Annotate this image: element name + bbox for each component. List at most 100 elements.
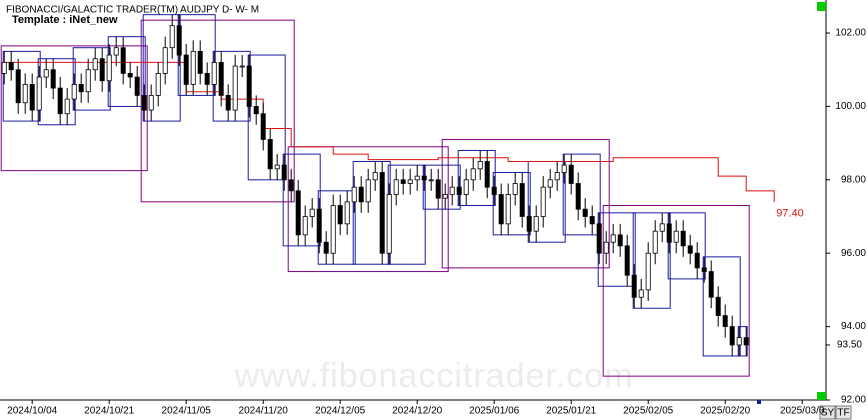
candle-body — [512, 183, 518, 195]
weekly-box — [632, 212, 671, 309]
candle-body — [22, 84, 28, 104]
candle-body — [351, 186, 357, 203]
weekly-box — [247, 54, 286, 181]
corner-marker — [817, 2, 826, 11]
candle-body — [428, 179, 434, 182]
x-tick-label: 2024/10/21 — [84, 406, 134, 417]
candle-body — [57, 87, 63, 115]
monthly-box — [441, 138, 610, 269]
candle-body — [239, 65, 245, 68]
candle-body — [715, 296, 721, 316]
candle-body — [267, 139, 273, 170]
candle-body — [260, 113, 266, 140]
candle-body — [78, 84, 84, 93]
candle-body — [225, 95, 231, 111]
candle-body — [43, 69, 49, 78]
candle-body — [99, 58, 105, 82]
x-tick-label: 2025/01/21 — [546, 406, 596, 417]
candle-body — [414, 175, 420, 181]
candle-body — [519, 183, 525, 217]
candle-body — [309, 208, 315, 217]
candle-body — [92, 58, 98, 71]
last-price-label: 93.50 — [837, 340, 862, 351]
button-label[interactable]: SY — [821, 408, 835, 419]
candle-body — [281, 164, 287, 181]
x-tick-label: 2024/10/04 — [7, 406, 57, 417]
candle-body — [680, 230, 686, 247]
candle-body — [400, 179, 406, 184]
x-tick-label: 2025/02/20 — [700, 406, 750, 417]
button-label[interactable]: TF — [837, 408, 849, 419]
candle-body — [624, 245, 630, 276]
candle-body — [526, 216, 532, 232]
candle-body — [365, 179, 371, 203]
candle-body — [337, 205, 343, 225]
button[interactable] — [835, 405, 852, 420]
x-tick-label: 2025/02/05 — [623, 406, 673, 417]
candle-body — [491, 186, 497, 195]
candle-body — [421, 175, 427, 181]
candle-body — [197, 50, 203, 74]
candle-body — [71, 84, 77, 100]
candle-body — [582, 208, 588, 217]
weekly-box — [667, 212, 706, 280]
candle-body — [568, 164, 574, 184]
button[interactable] — [819, 405, 836, 420]
y-tick-label: 100.00 — [835, 101, 866, 112]
candle-body — [561, 164, 567, 173]
x-tick-label: 2024/12/05 — [315, 406, 365, 417]
candle-body — [204, 72, 210, 85]
trend-label: 97.40 — [776, 208, 804, 220]
weekly-box — [282, 153, 321, 247]
candle-body — [407, 179, 413, 184]
candle-body — [701, 267, 707, 272]
candle-body — [547, 179, 553, 188]
candle-body — [302, 216, 308, 236]
candle-body — [288, 179, 294, 192]
candle-body — [253, 106, 259, 115]
candle-body — [463, 179, 469, 195]
candle-body — [610, 234, 616, 243]
candle-body — [449, 186, 455, 195]
candle-body — [498, 194, 504, 225]
candle-body — [603, 241, 609, 254]
corner-marker — [817, 392, 826, 400]
weekly-box — [142, 14, 181, 122]
candle-body — [722, 315, 728, 328]
candle-body — [386, 194, 392, 254]
candle-body — [15, 69, 21, 104]
candle-body — [708, 271, 714, 298]
candle-body — [183, 54, 189, 85]
x-tick-label: 2024/12/20 — [392, 406, 442, 417]
candle-body — [687, 245, 693, 254]
candle-body — [456, 186, 462, 195]
candle-body — [148, 95, 154, 111]
monthly-box — [0, 45, 148, 172]
candle-body — [379, 172, 385, 254]
x-tick-label: 2024/11/05 — [162, 406, 212, 417]
weekly-box — [702, 256, 741, 357]
candle-body — [505, 194, 511, 225]
candle-body — [631, 274, 637, 298]
y-tick-label: 96.00 — [841, 248, 866, 259]
candle-body — [316, 208, 322, 243]
candle-body — [64, 98, 70, 115]
candle-body — [274, 164, 280, 170]
y-tick-label: 98.00 — [841, 174, 866, 185]
candle-body — [8, 61, 14, 71]
candle-body — [113, 47, 119, 56]
candle-body — [575, 183, 581, 210]
candle-body — [127, 72, 133, 78]
candle-body — [484, 161, 490, 188]
candle-body — [645, 252, 651, 291]
candle-body — [596, 223, 602, 254]
candle-body — [246, 65, 252, 107]
candle-body — [638, 289, 644, 298]
y-tick-label: 94.00 — [841, 321, 866, 332]
candle-body — [50, 69, 56, 89]
template: Template : iNet_new — [12, 14, 118, 26]
weekly-box — [562, 153, 601, 236]
time-marker — [757, 400, 761, 404]
candle-body — [211, 61, 217, 85]
